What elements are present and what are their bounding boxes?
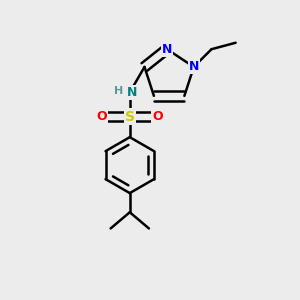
Text: N: N	[127, 86, 137, 99]
Text: H: H	[114, 86, 123, 96]
Text: N: N	[162, 43, 172, 56]
Text: O: O	[152, 110, 163, 123]
Text: S: S	[125, 110, 135, 124]
Text: O: O	[97, 110, 107, 123]
Text: N: N	[189, 60, 199, 74]
